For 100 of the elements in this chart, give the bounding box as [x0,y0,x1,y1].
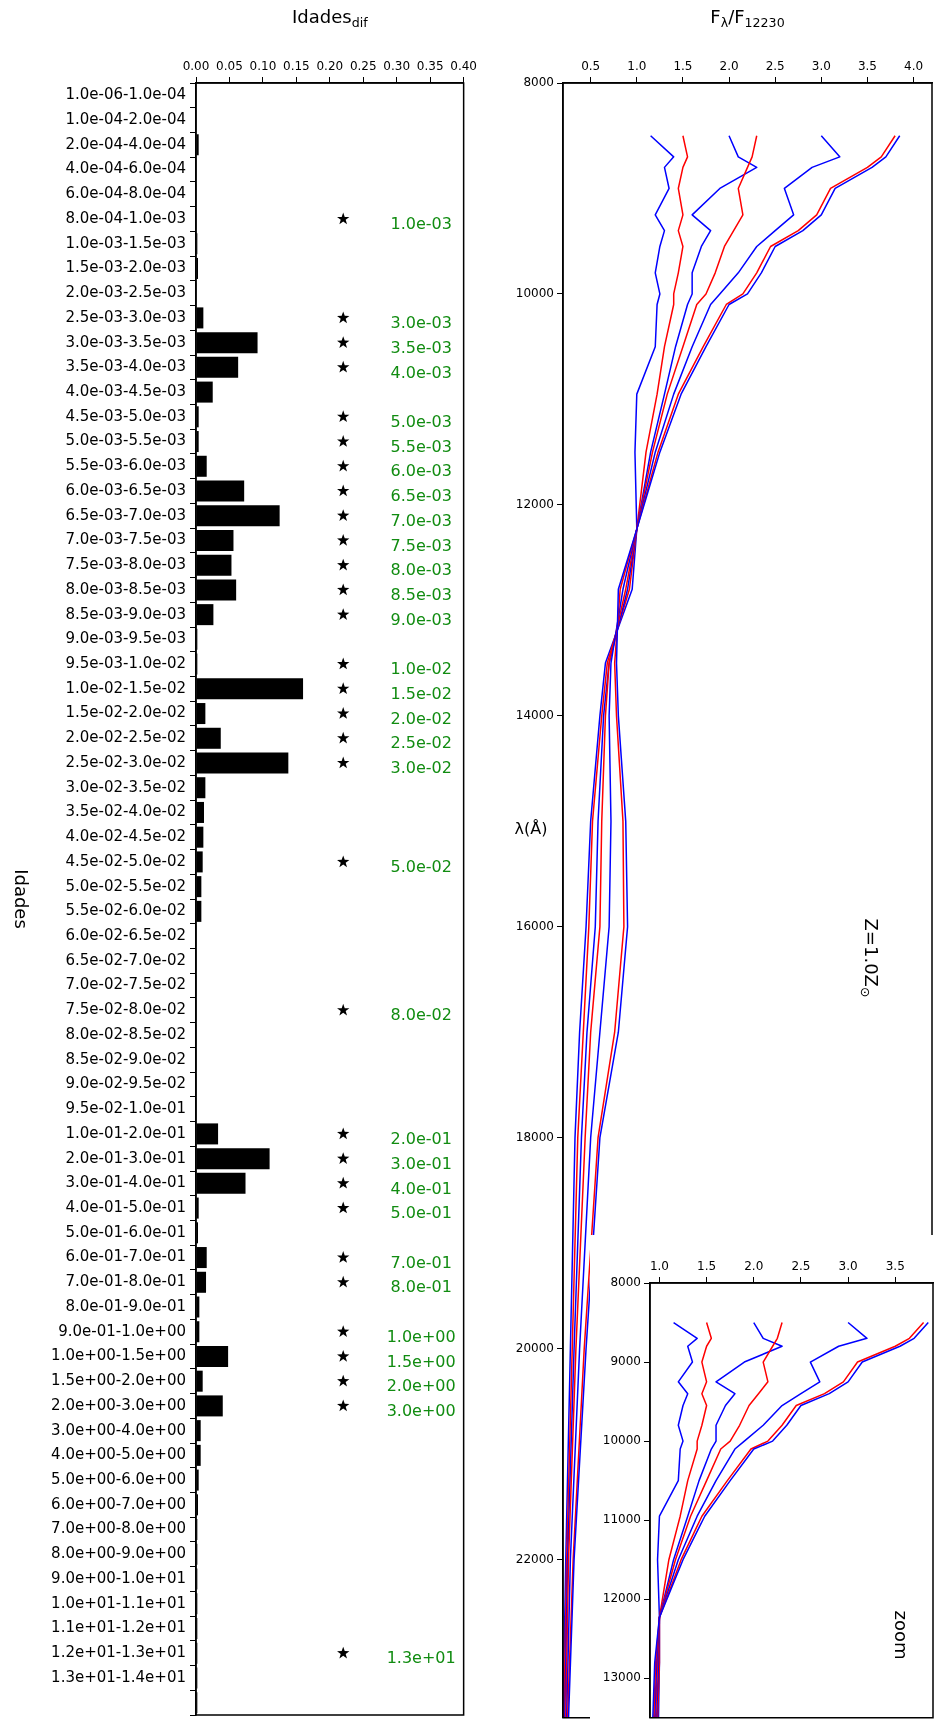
y-tick-label: 2.5e-03-3.0e-03 [65,307,186,326]
annotation: 3.0e-03 [390,313,452,333]
y-tick-label: 2.0e-04-4.0e-04 [65,134,186,153]
y-tick-label: 22000 [515,1551,554,1566]
y-tick-label: 6.5e-03-7.0e-03 [65,505,186,524]
y-tick-label: 8.0e-02-8.5e-02 [65,1024,186,1043]
y-tick-label: 9.5e-03-1.0e-02 [65,653,186,672]
y-tick-label: 6.0e-03-6.5e-03 [65,480,186,499]
y-tick-label: 4.0e-02-4.5e-02 [65,827,186,846]
annotation: 6.5e-03 [390,486,452,506]
x-tick-label: 0.5 [581,58,601,73]
annotation: 1.5e+00 [386,1351,456,1371]
y-tick-label: 8.5e-02-9.0e-02 [65,1049,186,1068]
x-tick-label: 0.05 [216,58,243,73]
x-tick-label: 2.0 [719,58,739,73]
x-tick-label: 0.35 [416,58,444,73]
annotation: 1.0e+00 [386,1326,456,1346]
x-tick-label: 1.0 [627,58,647,73]
annotation: 2.0e-02 [390,708,452,728]
annotation: 5.0e-03 [390,411,452,431]
y-tick-label: 4.0e-03-4.5e-03 [65,381,186,400]
x-tick-label: 0.30 [383,58,411,73]
annotation: 2.5e-02 [390,733,452,753]
x-tick-label: 3.5 [857,58,877,73]
y-tick-label: 18000 [515,1129,554,1144]
y-tick-label: 2.0e-03-2.5e-03 [65,283,186,302]
x-tick-label: 2.0 [744,1258,764,1273]
y-tick-label: 7.0e+00-8.0e+00 [51,1519,186,1538]
annotation: 8.0e-03 [390,560,452,580]
x-tick-label: 3.0 [811,58,831,73]
annotation: 2.0e+00 [386,1376,456,1396]
y-tick-label: 8.0e+00-9.0e+00 [51,1544,186,1563]
y-tick-label: 10000 [602,1433,641,1448]
y-tick-label: 3.0e+00-4.0e+00 [51,1420,186,1439]
y-tick-label: 8.0e-03-8.5e-03 [65,579,186,598]
x-tick-label: 0.10 [249,58,277,73]
y-tick-label: 2.5e-02-3.0e-02 [65,752,186,771]
annotation: 3.0e-01 [390,1153,452,1173]
y-tick-label: 6.5e-02-7.0e-02 [65,950,186,969]
y-tick-label: 1.1e+01-1.2e+01 [51,1618,186,1637]
y-tick-label: 9.0e-03-9.5e-03 [65,629,186,648]
annotation: 8.0e-02 [390,1005,452,1025]
y-tick-label: 5.5e-02-6.0e-02 [65,901,186,920]
y-tick-label: 9.0e+00-1.0e+01 [51,1568,186,1587]
y-tick-label: 12000 [515,497,554,512]
y-tick-label: 2.0e-02-2.5e-02 [65,728,186,747]
y-tick-label: 3.0e-02-3.5e-02 [65,777,186,796]
y-tick-label: 9.5e-02-1.0e-01 [65,1099,186,1118]
y-tick-label: 20000 [515,1340,554,1355]
y-tick-label: 3.0e-03-3.5e-03 [65,332,186,351]
annotation: 3.0e-02 [390,758,452,778]
annotation: 1.3e+01 [386,1648,456,1668]
y-tick-label: 14000 [515,707,554,722]
annotation: 5.0e-02 [390,857,452,877]
y-tick-label: 1.0e-04-2.0e-04 [65,109,186,128]
y-tick-label: 8.5e-03-9.0e-03 [65,604,186,623]
annotation: 1.5e-02 [390,683,452,703]
y-tick-label: 7.5e-02-8.0e-02 [65,1000,186,1019]
x-tick-label: 0.20 [316,58,344,73]
y-tick-label: 5.0e-01-6.0e-01 [65,1222,186,1241]
x-tick-label: 3.5 [885,1258,905,1273]
y-tick-label: 1.0e-03-1.5e-03 [65,233,186,252]
x-tick-label: 0.40 [450,58,477,73]
annotation: 5.0e-01 [390,1203,452,1223]
annotation: 6.0e-03 [390,461,452,481]
y-tick-label: 4.0e-04-6.0e-04 [65,159,186,178]
x-tick-label: 0.00 [182,58,210,73]
y-tick-label: 1.0e-02-1.5e-02 [65,678,186,697]
annotation: zoom [891,1610,913,1660]
y-tick-label: 5.0e-02-5.5e-02 [65,876,186,895]
y-tick-label: 7.5e-03-8.0e-03 [65,555,186,574]
annotation: 7.5e-03 [390,535,452,555]
y-tick-label: 7.0e-02-7.5e-02 [65,975,186,994]
y-tick-label: 1.3e+01-1.4e+01 [51,1667,186,1686]
y-tick-label: 8000 [610,1275,641,1290]
y-tick-label: 1.0e+00-1.5e+00 [51,1346,186,1365]
y-tick-label: 11000 [602,1512,641,1527]
y-tick-label: 1.5e-03-2.0e-03 [65,258,186,277]
x-tick-label: 4.0 [904,58,924,73]
annotation: 2.0e-01 [390,1129,452,1149]
x-tick-label: 1.5 [673,58,693,73]
y-tick-label: 9.0e-02-9.5e-02 [65,1074,186,1093]
annotation: 3.5e-03 [390,337,452,357]
x-tick-label: 1.5 [697,1258,717,1273]
x-tick-label: 2.5 [791,1258,811,1273]
y-axis-title: λ(Å) [514,819,548,839]
y-tick-label: 9.0e-01-1.0e+00 [58,1321,186,1340]
annotation: 4.0e-03 [390,362,452,382]
annotation: 8.0e-01 [390,1277,452,1297]
y-tick-label: 7.0e-01-8.0e-01 [65,1272,186,1291]
y-tick-label: 8.0e-01-9.0e-01 [65,1296,186,1315]
y-tick-label: 1.2e+01-1.3e+01 [51,1643,186,1662]
y-tick-label: 12000 [602,1591,641,1606]
y-tick-label: 6.0e+00-7.0e+00 [51,1494,186,1513]
annotation: 7.0e-03 [390,510,452,530]
y-tick-label: 8.0e-04-1.0e-03 [65,208,186,227]
annotation: 1.0e-02 [390,659,452,679]
y-tick-label: 1.0e-06-1.0e-04 [65,85,186,104]
y-tick-label: 5.0e-03-5.5e-03 [65,431,186,450]
y-tick-label: 7.0e-03-7.5e-03 [65,530,186,549]
